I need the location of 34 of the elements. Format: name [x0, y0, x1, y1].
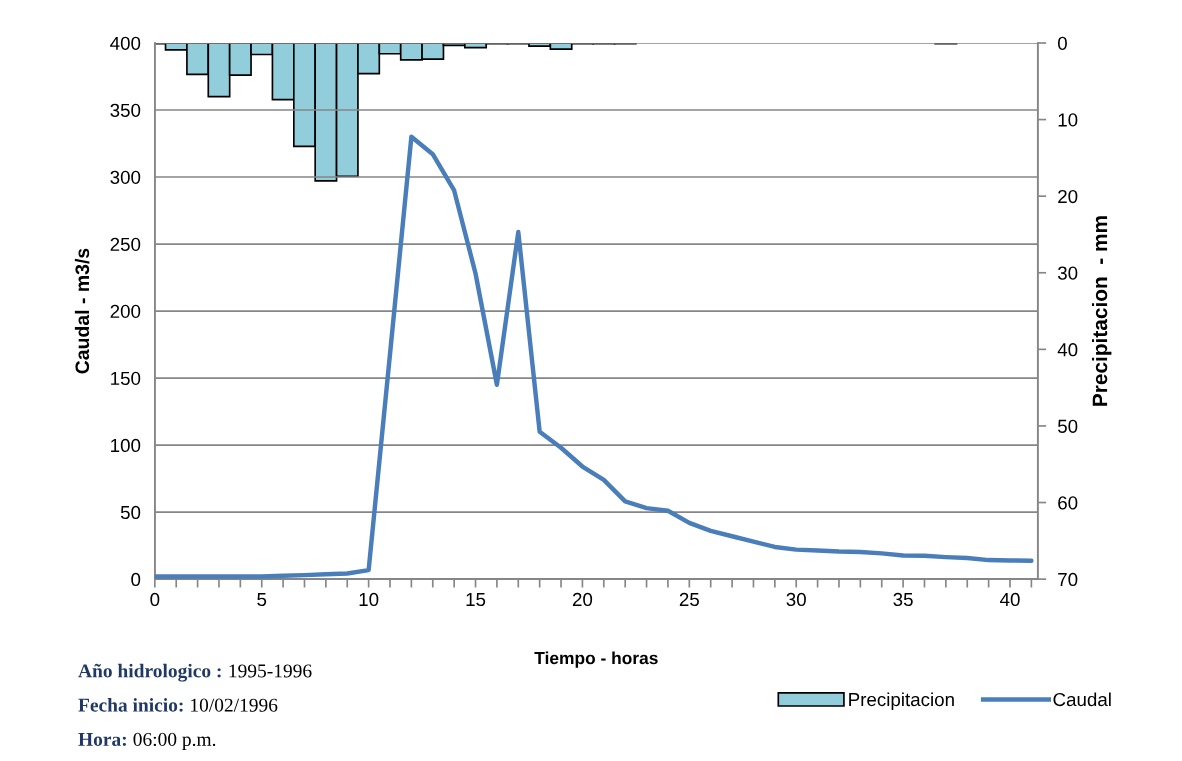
y-tick-label: 200 [110, 304, 141, 319]
x-tick-label: 40 [1000, 592, 1020, 607]
y-axis-title: Caudal - m3/s [74, 248, 90, 374]
legend-label: Precipitacion [849, 692, 954, 710]
x-tick-label: 35 [893, 592, 913, 607]
text: Hora: 06:00 p.m. [78, 732, 216, 750]
y2-tick-label: 20 [1058, 189, 1078, 204]
y-tick-label: 0 [131, 572, 141, 587]
text: Fecha inicio: 10/02/1996 [78, 698, 278, 712]
x-tick-label: 30 [786, 592, 806, 607]
x-axis-title: Tiempo - horas [534, 651, 658, 668]
x-tick-label: 5 [257, 593, 267, 607]
y-tick-label: 400 [110, 36, 141, 50]
y-tick-label: 100 [111, 438, 141, 453]
y-tick-label: 50 [120, 505, 141, 520]
y2-tick-label: 30 [1057, 266, 1078, 280]
y2-tick-label: 0 [1057, 36, 1067, 50]
text: Año hidrologico : 1995-1996 [78, 663, 312, 682]
x-tick-label: 15 [466, 593, 486, 607]
x-tick-label: 0 [150, 592, 160, 607]
y2-tick-label: 70 [1058, 572, 1078, 587]
y-tick-label: 300 [110, 170, 141, 185]
y-tick-label: 350 [110, 103, 141, 117]
y2-tick-label: 50 [1057, 419, 1078, 433]
y2-axis-title: Precipitacion - mm [1091, 216, 1112, 406]
y2-tick-label: 40 [1057, 343, 1078, 357]
y-tick-label: 250 [110, 237, 141, 252]
y-tick-label: 150 [111, 371, 141, 386]
y2-tick-label: 60 [1058, 496, 1078, 510]
x-tick-label: 25 [679, 592, 699, 607]
x-tick-label: 10 [359, 592, 379, 607]
legend-label: Caudal [1053, 692, 1111, 707]
y2-tick-label: 10 [1058, 113, 1078, 127]
x-tick-label: 20 [572, 592, 593, 607]
